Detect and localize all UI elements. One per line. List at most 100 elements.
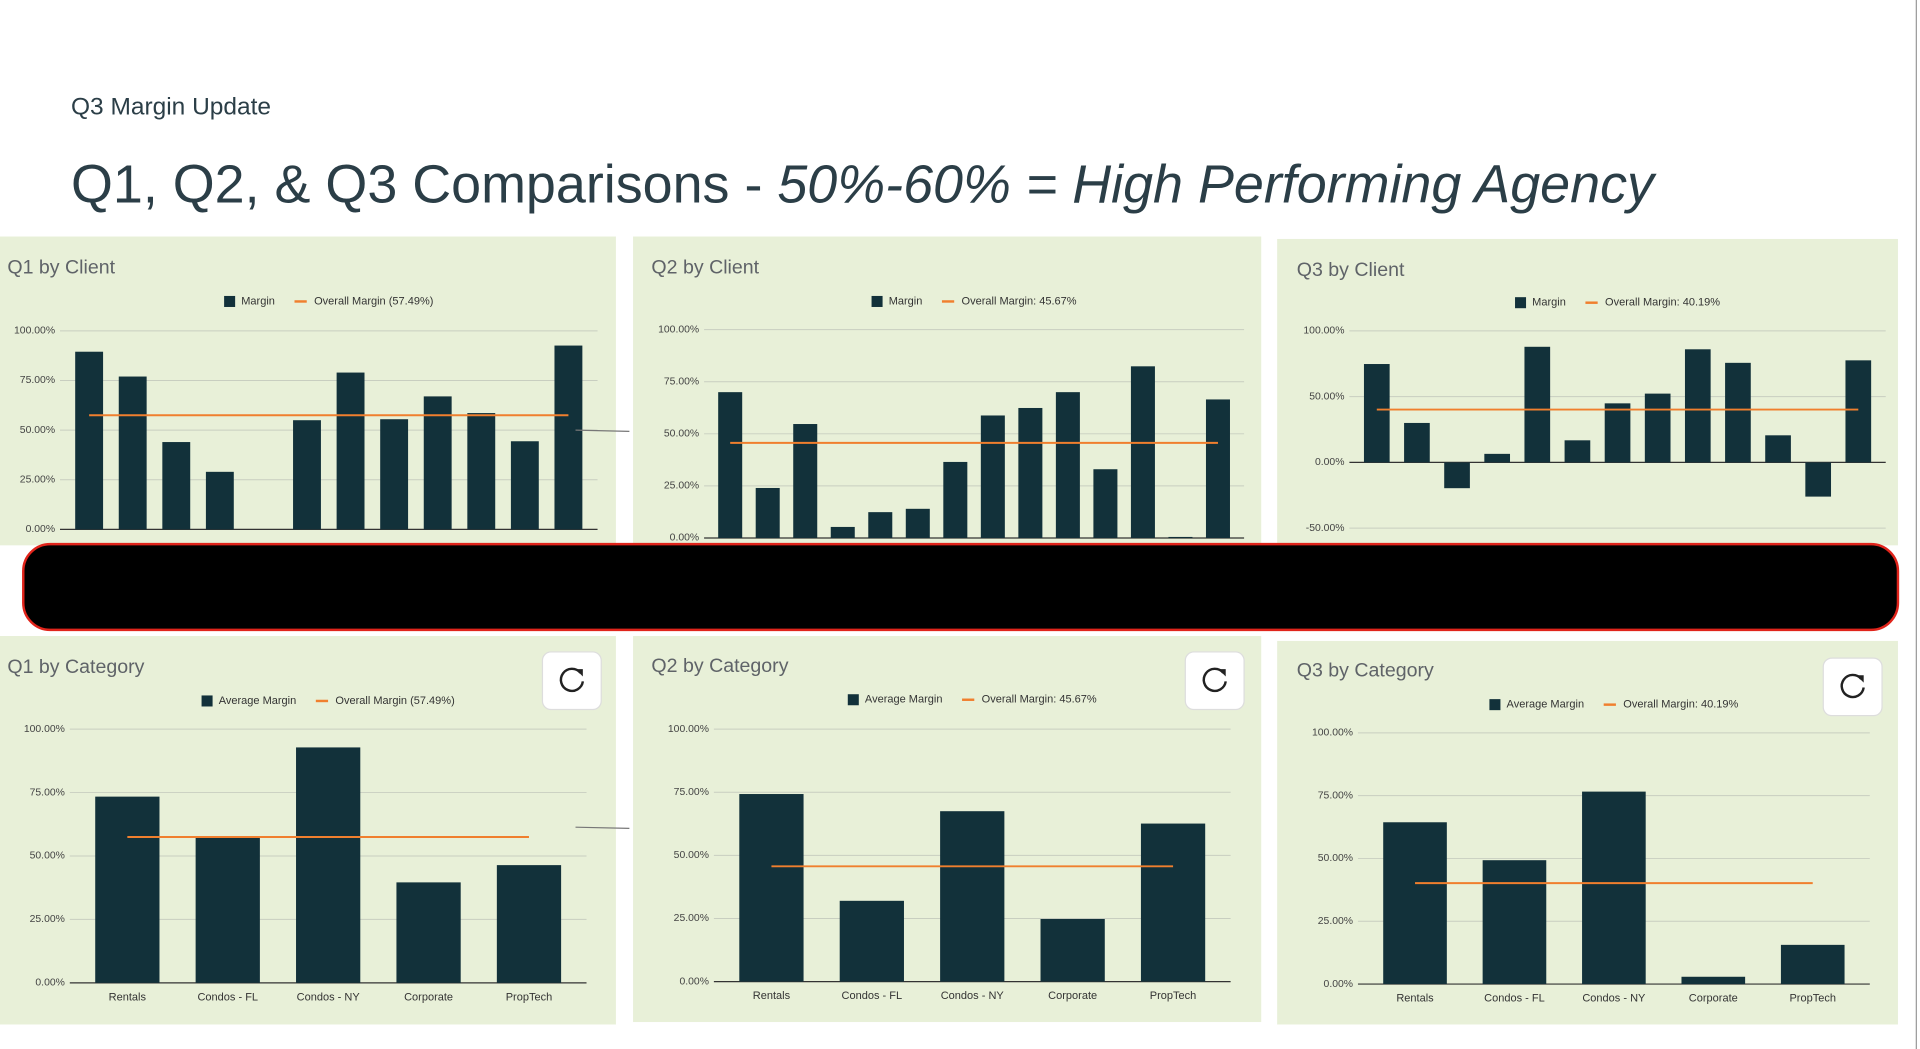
- chart-title: Q1 by Client: [7, 257, 115, 279]
- chart-title: Q2 by Category: [651, 655, 788, 677]
- refresh-button[interactable]: [1184, 651, 1245, 711]
- y-tick-label: 75.00%: [30, 787, 65, 798]
- bar: [293, 420, 321, 530]
- legend: Margin Overall Margin: 45.67%: [871, 295, 1077, 307]
- refresh-button-bg[interactable]: [541, 651, 602, 711]
- bar: [1093, 469, 1118, 538]
- bar: [1205, 399, 1230, 538]
- x-tick-label: Rentals: [109, 991, 147, 1003]
- bar: [1780, 944, 1845, 985]
- bar: [1524, 346, 1551, 463]
- legend-label: Overall Margin: 40.19%: [1623, 699, 1738, 711]
- y-tick-label: 75.00%: [1318, 790, 1353, 801]
- legend: Average Margin Overall Margin (57.49%): [201, 695, 455, 707]
- legend-label: Overall Margin (57.49%): [335, 695, 454, 707]
- refresh-icon[interactable]: [1202, 667, 1227, 693]
- bar: [1564, 440, 1591, 463]
- x-tick-label: Rentals: [753, 990, 791, 1002]
- chart: Q2 by Category 0.00% 25.00% 50.00% 75.00% 100…: [633, 636, 1262, 1023]
- bar: [336, 372, 365, 530]
- refresh-icon[interactable]: [559, 667, 585, 693]
- legend-label: Margin: [241, 295, 275, 307]
- x-tick-label: Corporate: [404, 991, 453, 1003]
- chart: Q1 by Client 0.00% 25.00% 50.00% 75.00% 100.0…: [0, 236, 616, 546]
- bar: [830, 526, 855, 538]
- bar: [496, 865, 562, 983]
- refresh-button[interactable]: [1822, 657, 1883, 717]
- x-tick-label: Rentals: [1396, 993, 1434, 1005]
- y-tick-label: 100.00%: [658, 324, 699, 335]
- y-tick-label: 0.00%: [1315, 457, 1345, 468]
- x-tick-label: Condos - FL: [842, 990, 903, 1002]
- x-tick-label: Corporate: [1689, 993, 1738, 1005]
- title-emphasis: 50%-60% = High Performing Agency: [777, 155, 1657, 215]
- bar: [1582, 791, 1646, 985]
- x-tick-label: Condos - FL: [197, 991, 258, 1003]
- bar: [1383, 822, 1447, 985]
- connector: [575, 429, 630, 432]
- connector: [575, 826, 630, 830]
- legend-label: Average Margin: [219, 695, 297, 707]
- bar: [396, 882, 461, 983]
- bar: [95, 796, 160, 983]
- legend-label: Average Margin: [865, 694, 943, 706]
- y-tick-label: 0.00%: [35, 978, 65, 989]
- refresh-icon-arrow[interactable]: [1856, 675, 1864, 683]
- bar: [1805, 462, 1832, 497]
- refresh-icon-arrow[interactable]: [575, 669, 583, 677]
- chart-title: Q2 by Client: [651, 257, 759, 279]
- chart: Q2 by Client 0.00% 25.00% 50.00% 75.00% 100.0…: [633, 236, 1262, 546]
- y-tick-label: 0.00%: [26, 524, 56, 535]
- bar: [118, 376, 147, 530]
- bar: [905, 508, 930, 538]
- legend-swatch: [1515, 297, 1527, 309]
- refresh-icon[interactable]: [1840, 673, 1865, 699]
- y-tick-label: 50.00%: [1309, 391, 1344, 402]
- title-plain: Q1, Q2, & Q3 Comparisons -: [71, 155, 777, 215]
- bar: [75, 351, 104, 530]
- chart-title: Q3 by Category: [1297, 660, 1434, 682]
- refresh-button-bg[interactable]: [1184, 651, 1245, 711]
- bar: [839, 900, 904, 982]
- redaction-bar: [22, 542, 1900, 632]
- y-tick-label: 100.00%: [24, 724, 65, 735]
- refresh-button[interactable]: [541, 651, 602, 711]
- y-tick-label: -50.00%: [1306, 523, 1345, 534]
- bar: [1444, 462, 1470, 489]
- bar: [1482, 860, 1547, 985]
- y-tick-label: 50.00%: [674, 850, 709, 861]
- bar: [554, 345, 583, 530]
- x-tick-label: PropTech: [506, 991, 553, 1003]
- legend-swatch: [847, 694, 859, 706]
- bar: [205, 471, 234, 530]
- bar: [1140, 823, 1206, 982]
- y-tick-label: 50.00%: [664, 429, 699, 440]
- refresh-icon-arrow[interactable]: [1218, 669, 1226, 677]
- bar: [467, 413, 496, 530]
- bar: [1130, 366, 1155, 538]
- y-tick-label: 100.00%: [668, 724, 709, 735]
- y-tick-label: 25.00%: [674, 913, 709, 924]
- y-tick-label: 0.00%: [1324, 979, 1354, 990]
- bar: [793, 424, 818, 538]
- y-tick-label: 75.00%: [20, 375, 55, 386]
- chart: Q3 by Client -50.00% 0.00% 50.00% 100.00% Mar…: [1277, 238, 1898, 546]
- bar: [1040, 918, 1105, 982]
- y-tick-label: 25.00%: [20, 475, 55, 486]
- y-tick-label: 75.00%: [674, 787, 709, 798]
- y-tick-label: 100.00%: [1303, 326, 1344, 337]
- legend-label: Overall Margin: 40.19%: [1605, 297, 1720, 309]
- legend-label: Average Margin: [1507, 699, 1585, 711]
- legend-swatch: [224, 295, 236, 307]
- refresh-button-bg[interactable]: [1822, 657, 1883, 717]
- legend-label: Overall Margin: 45.67%: [962, 295, 1077, 307]
- y-tick-label: 50.00%: [1318, 853, 1353, 864]
- chart-title: Q1 by Category: [7, 656, 144, 678]
- x-tick-label: PropTech: [1150, 990, 1197, 1002]
- bar: [1404, 422, 1430, 463]
- bar: [1363, 364, 1390, 463]
- legend: Average Margin Overall Margin: 45.67%: [847, 694, 1097, 706]
- legend-swatch: [201, 695, 213, 707]
- bar: [1681, 976, 1746, 985]
- chart: Q3 by Category 0.00% 25.00% 50.00% 75.00% 100…: [1277, 640, 1898, 1025]
